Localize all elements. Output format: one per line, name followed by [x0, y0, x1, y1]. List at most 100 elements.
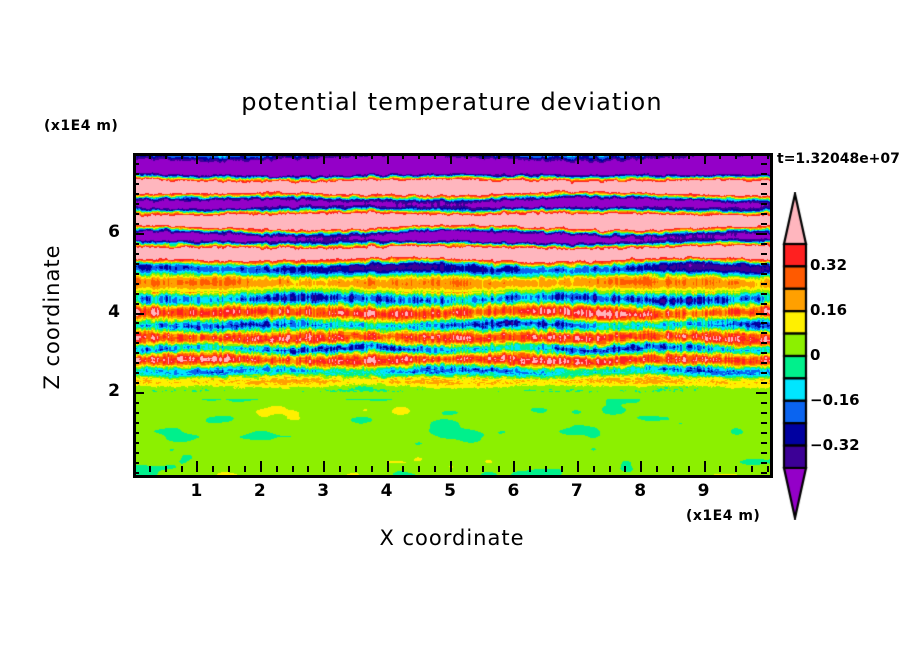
x-minor-tick: [751, 466, 754, 472]
y-minor-tick-right: [761, 402, 767, 405]
y-minor-tick-right: [761, 352, 767, 355]
x-minor-tick: [624, 466, 627, 472]
x-minor-tick-top: [545, 153, 548, 159]
x-minor-tick: [212, 466, 215, 472]
x-minor-tick-top: [180, 153, 183, 159]
x-major-tick: [703, 461, 706, 472]
y-minor-tick-right: [761, 302, 767, 305]
x-major-tick-top: [513, 153, 516, 164]
x-minor-tick: [481, 466, 484, 472]
x-minor-tick-top: [133, 153, 135, 159]
x-minor-tick: [719, 466, 722, 472]
x-minor-tick-top: [164, 153, 167, 159]
x-minor-tick-top: [307, 153, 310, 159]
colorbar-tick-label: 0: [810, 346, 821, 364]
x-minor-tick-top: [560, 153, 563, 159]
y-minor-tick-right: [761, 472, 767, 474]
x-minor-tick: [767, 466, 769, 472]
plot-area: [133, 153, 773, 478]
y-minor-tick: [133, 272, 139, 275]
y-minor-tick: [133, 462, 139, 465]
x-minor-tick-top: [656, 153, 659, 159]
y-minor-tick-right: [761, 192, 767, 195]
contour-field: [136, 156, 770, 475]
x-minor-tick: [180, 466, 183, 472]
y-major-tick-right: [756, 312, 767, 315]
x-minor-tick: [465, 466, 468, 472]
x-minor-tick-top: [735, 153, 738, 159]
y-minor-tick: [133, 262, 139, 265]
x-tick-label: 5: [444, 481, 456, 501]
y-minor-tick-right: [761, 212, 767, 215]
y-major-tick: [133, 312, 144, 315]
y-axis-title: Z coordinate: [40, 244, 64, 390]
y-minor-tick: [133, 472, 139, 474]
colorbar-tick-label: 0.32: [810, 256, 848, 275]
x-major-tick: [640, 461, 643, 472]
x-major-tick-top: [196, 153, 199, 164]
y-minor-tick-right: [761, 272, 767, 275]
x-minor-tick: [164, 466, 167, 472]
x-tick-label: 7: [570, 481, 583, 501]
x-minor-tick-top: [243, 153, 246, 159]
x-major-tick-top: [576, 153, 579, 164]
x-tick-label: 8: [634, 481, 647, 501]
colorbar-gradient: [779, 192, 811, 520]
y-minor-tick-right: [761, 322, 767, 325]
y-minor-tick: [133, 292, 139, 295]
x-major-tick: [513, 461, 516, 472]
y-minor-tick-right: [761, 382, 767, 385]
y-minor-tick: [133, 153, 139, 155]
y-minor-tick: [133, 342, 139, 345]
y-major-tick: [133, 232, 144, 235]
y-minor-tick-right: [761, 162, 767, 165]
y-minor-tick: [133, 172, 139, 175]
y-minor-tick: [133, 412, 139, 415]
x-tick-label: 1: [190, 481, 203, 501]
x-minor-tick-top: [719, 153, 722, 159]
time-annotation: t=1.32048e+07: [777, 151, 900, 167]
x-minor-tick-top: [212, 153, 215, 159]
y-minor-tick: [133, 212, 139, 215]
x-minor-tick-top: [751, 153, 754, 159]
x-minor-tick: [228, 466, 231, 472]
x-minor-tick-top: [687, 153, 690, 159]
x-minor-tick: [148, 466, 151, 472]
y-minor-tick: [133, 252, 139, 255]
y-major-tick: [133, 392, 144, 395]
x-minor-tick: [529, 466, 532, 472]
y-minor-tick-right: [761, 452, 767, 455]
x-minor-tick: [656, 466, 659, 472]
y-minor-tick: [133, 452, 139, 455]
x-minor-tick: [291, 466, 294, 472]
x-tick-label: 4: [380, 481, 393, 501]
x-minor-tick-top: [671, 153, 674, 159]
x-minor-tick-top: [767, 153, 769, 159]
x-minor-tick: [307, 466, 310, 472]
x-minor-tick-top: [529, 153, 532, 159]
y-minor-tick: [133, 202, 139, 205]
x-major-tick: [576, 461, 579, 472]
y-minor-tick-right: [761, 252, 767, 255]
x-major-tick-top: [703, 153, 706, 164]
x-major-tick: [323, 461, 326, 472]
x-axis-unit-label: (x1E4 m): [686, 508, 761, 524]
y-minor-tick: [133, 182, 139, 185]
y-minor-tick: [133, 222, 139, 225]
y-minor-tick: [133, 352, 139, 355]
x-minor-tick: [592, 466, 595, 472]
x-minor-tick-top: [497, 153, 500, 159]
y-minor-tick-right: [761, 332, 767, 335]
y-tick-label: 6: [108, 221, 120, 242]
x-minor-tick: [354, 466, 357, 472]
y-minor-tick: [133, 332, 139, 335]
y-minor-tick-right: [761, 242, 767, 245]
x-minor-tick: [545, 466, 548, 472]
y-minor-tick: [133, 372, 139, 375]
x-minor-tick-top: [228, 153, 231, 159]
x-minor-tick: [560, 466, 563, 472]
y-minor-tick-right: [761, 222, 767, 225]
x-minor-tick-top: [418, 153, 421, 159]
x-minor-tick: [497, 466, 500, 472]
x-minor-tick: [418, 466, 421, 472]
